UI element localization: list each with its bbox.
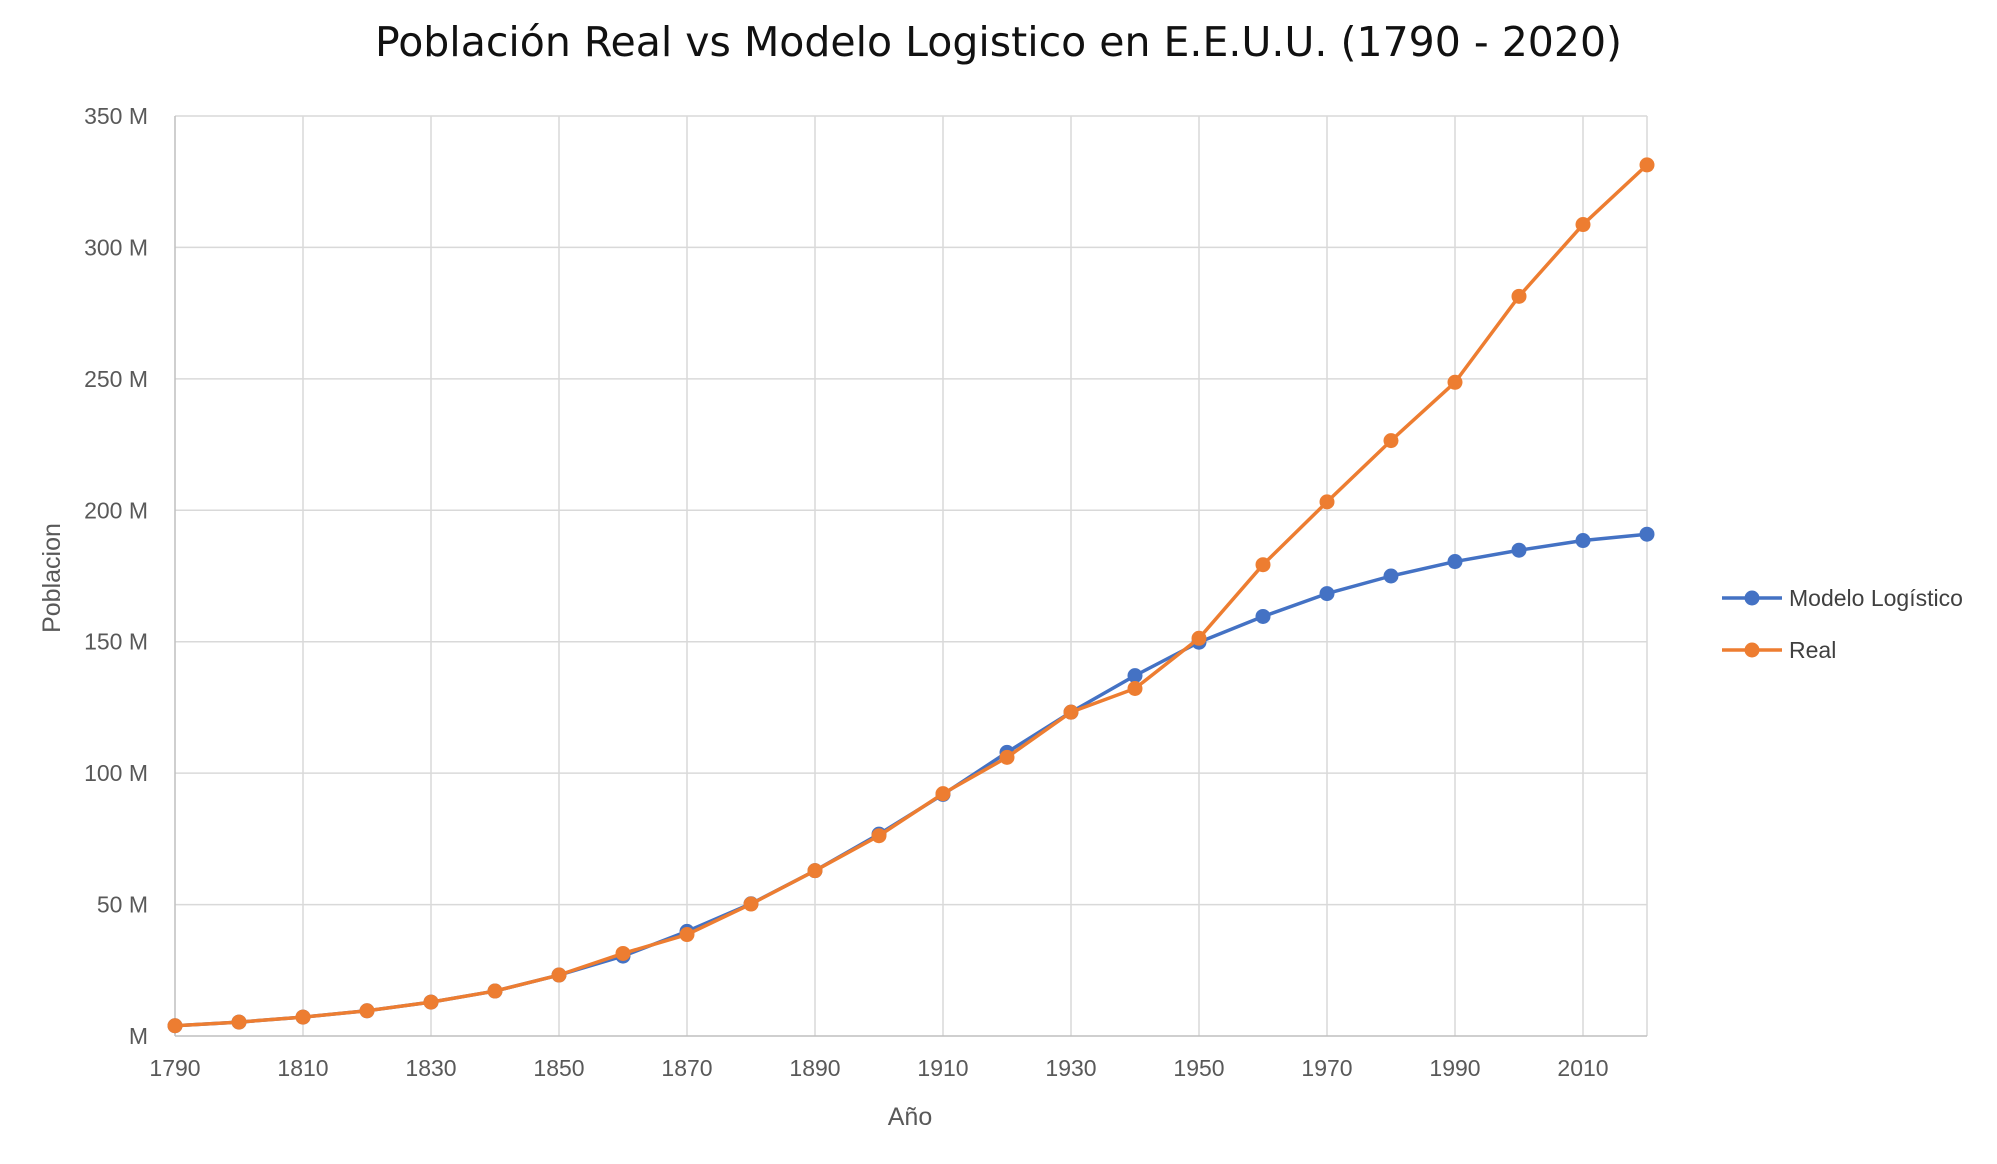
data-point-real <box>423 994 439 1010</box>
gridlines <box>175 115 1648 1036</box>
data-point-real <box>1127 681 1143 697</box>
x-tick-label: 1950 <box>1173 1055 1224 1081</box>
y-tick-label: 200 M <box>84 497 148 523</box>
y-tick-label: 150 M <box>84 629 148 655</box>
data-point-real <box>487 983 503 999</box>
data-point-modelo-logistico <box>1447 554 1463 570</box>
data-point-real <box>167 1018 183 1034</box>
x-tick-label: 1790 <box>149 1055 200 1081</box>
y-tick-label: 300 M <box>84 234 148 260</box>
x-axis-label: Año <box>888 1103 932 1131</box>
data-point-real <box>231 1014 247 1030</box>
x-tick-label: 1890 <box>789 1055 840 1081</box>
data-point-modelo-logistico <box>1575 533 1591 549</box>
x-tick-label: 1810 <box>277 1055 328 1081</box>
y-tick-label: 350 M <box>84 103 148 129</box>
data-point-real <box>1447 374 1463 390</box>
data-point-real <box>615 945 631 961</box>
data-point-real <box>1063 704 1079 720</box>
x-tick-label: 1990 <box>1429 1055 1480 1081</box>
data-point-real <box>1319 494 1335 510</box>
data-point-modelo-logistico <box>1511 542 1527 558</box>
series-line-modelo-logistico <box>173 532 1649 1028</box>
x-tick-label: 1930 <box>1045 1055 1096 1081</box>
x-tick-label: 1910 <box>917 1055 968 1081</box>
x-tick-label: 1970 <box>1301 1055 1352 1081</box>
series-lines <box>167 157 1655 1034</box>
legend-label-real: Real <box>1789 637 1836 663</box>
data-point-real <box>743 896 759 912</box>
data-point-modelo-logistico <box>1255 608 1271 624</box>
axes <box>174 116 1647 1037</box>
x-tick-label: 1830 <box>405 1055 456 1081</box>
data-point-modelo-logistico <box>1639 526 1655 542</box>
data-point-real <box>807 863 823 879</box>
data-point-real <box>551 967 567 983</box>
data-point-real <box>359 1003 375 1019</box>
data-point-real <box>935 786 951 802</box>
data-point-real <box>871 828 887 844</box>
data-point-modelo-logistico <box>1383 568 1399 584</box>
data-point-real <box>1639 157 1655 173</box>
y-tick-label: 250 M <box>84 366 148 392</box>
chart-title: Población Real vs Modelo Logistico en E.… <box>374 18 1623 66</box>
y-tick-label: 50 M <box>97 892 148 918</box>
legend-marker-modelo-logistico <box>1744 590 1760 606</box>
series-line-real <box>173 163 1649 1028</box>
data-point-real <box>999 749 1015 765</box>
x-tick-label: 1850 <box>533 1055 584 1081</box>
data-point-real <box>679 927 695 943</box>
legend-label-modelo-logistico: Modelo Logístico <box>1789 585 1963 611</box>
legend: Modelo Logístico Real <box>1722 585 1963 663</box>
x-tick-label: 2010 <box>1557 1055 1608 1081</box>
x-tick-label: 1870 <box>661 1055 712 1081</box>
data-point-real <box>1383 433 1399 449</box>
y-tick-label: M <box>129 1023 148 1049</box>
data-point-real <box>1511 288 1527 304</box>
data-point-real <box>295 1009 311 1025</box>
legend-marker-real <box>1744 642 1760 658</box>
data-point-real <box>1255 557 1271 573</box>
y-axis-label: Poblacion <box>38 523 66 633</box>
data-point-real <box>1575 217 1591 233</box>
data-point-modelo-logistico <box>1319 586 1335 602</box>
y-tick-label: 100 M <box>84 760 148 786</box>
data-point-real <box>1191 630 1207 646</box>
data-point-modelo-logistico <box>1127 668 1143 684</box>
tick-labels: M 50 M 100 M 150 M 200 M 250 M 300 M 350 M 1790 1… <box>84 103 1609 1081</box>
